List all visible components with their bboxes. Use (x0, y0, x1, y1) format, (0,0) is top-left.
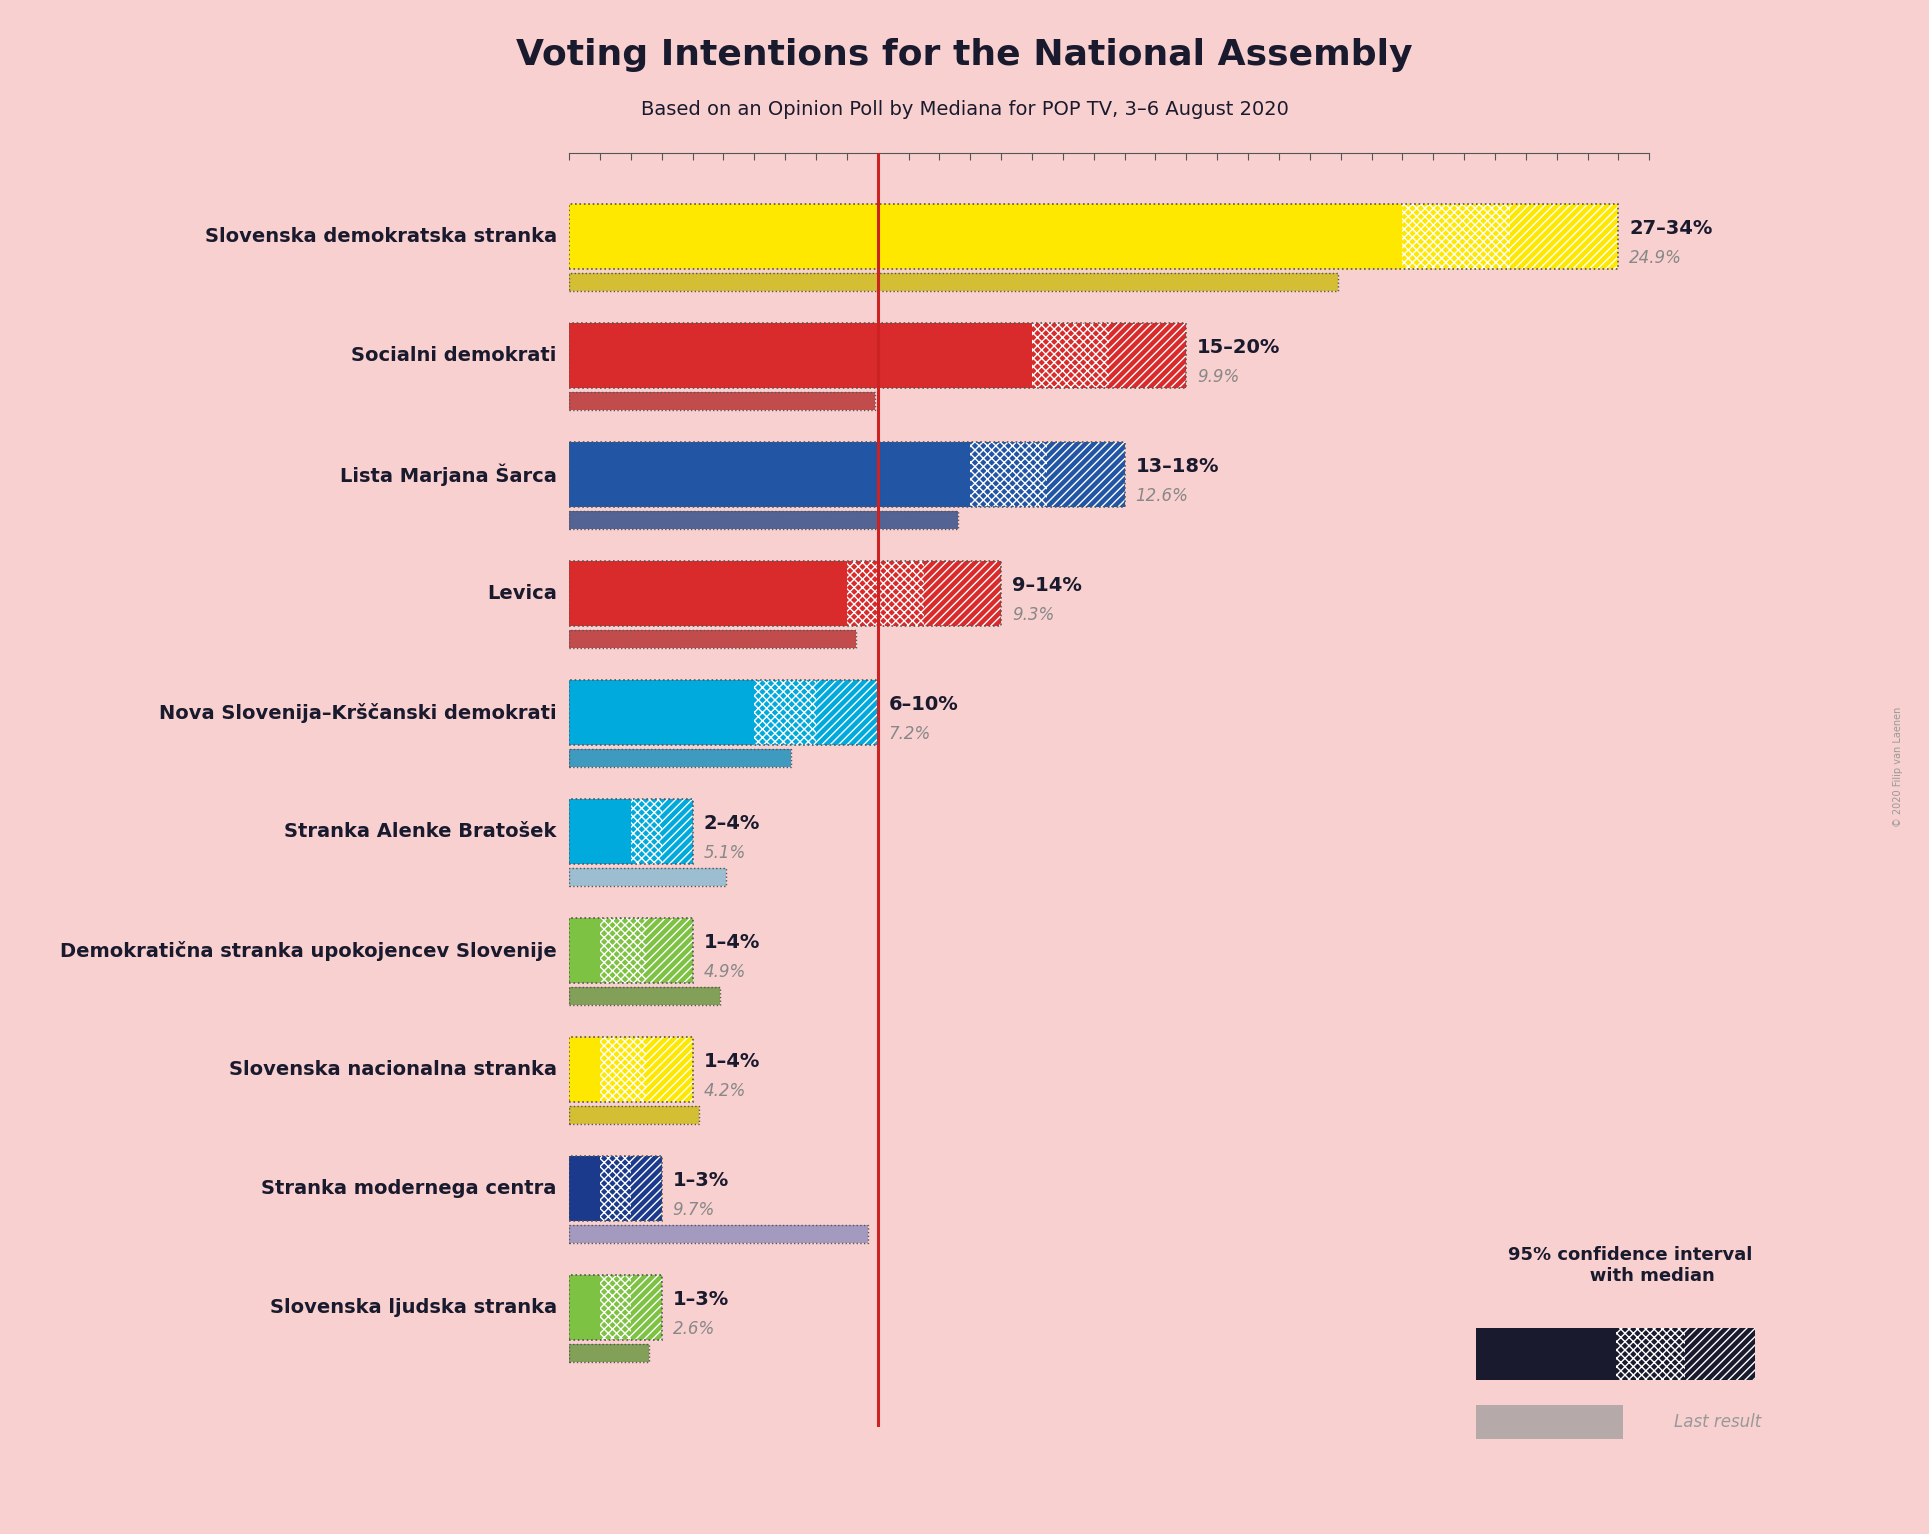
Bar (569, 1226, 868, 1243)
Bar (569, 273, 1337, 291)
Bar (847, 561, 924, 626)
Bar (569, 511, 959, 529)
Text: 24.9%: 24.9% (1630, 249, 1682, 267)
Text: Levica: Levica (486, 584, 557, 603)
Bar (631, 1275, 662, 1341)
Bar (569, 986, 720, 1005)
Bar (569, 561, 1001, 626)
Text: 1–4%: 1–4% (704, 1052, 760, 1071)
Bar (646, 1037, 693, 1103)
Text: Slovenska demokratska stranka: Slovenska demokratska stranka (204, 227, 557, 245)
Text: Slovenska nacionalna stranka: Slovenska nacionalna stranka (230, 1060, 557, 1078)
Text: 1–4%: 1–4% (704, 933, 760, 951)
Text: 4.2%: 4.2% (704, 1081, 747, 1100)
Text: 9–14%: 9–14% (1013, 575, 1082, 595)
Bar (600, 1157, 631, 1221)
Bar (662, 799, 693, 864)
Text: © 2020 Filip van Laenen: © 2020 Filip van Laenen (1892, 707, 1904, 827)
Bar (569, 561, 847, 626)
Bar (970, 442, 1047, 508)
Text: 2–4%: 2–4% (704, 815, 760, 833)
Text: 95% confidence interval
       with median: 95% confidence interval with median (1508, 1246, 1752, 1285)
Bar (569, 1226, 868, 1243)
Bar (924, 561, 1001, 626)
Bar (569, 630, 856, 647)
Bar (569, 868, 727, 885)
Text: 1–3%: 1–3% (673, 1170, 729, 1190)
Text: 9.7%: 9.7% (673, 1201, 716, 1220)
Bar (569, 680, 878, 746)
Text: 5.1%: 5.1% (704, 844, 747, 862)
Text: 7.2%: 7.2% (889, 726, 932, 742)
Bar (569, 204, 1402, 270)
Text: Demokratična stranka upokojencev Slovenije: Demokratična stranka upokojencev Sloveni… (60, 940, 557, 960)
Text: 2.6%: 2.6% (673, 1321, 716, 1338)
Bar (569, 749, 791, 767)
Bar (1402, 204, 1510, 270)
Text: 12.6%: 12.6% (1136, 488, 1188, 505)
Bar (631, 1157, 662, 1221)
Bar (569, 511, 959, 529)
Bar (569, 868, 727, 885)
Bar (569, 1344, 650, 1362)
Bar (1510, 204, 1618, 270)
Text: Voting Intentions for the National Assembly: Voting Intentions for the National Assem… (517, 38, 1412, 72)
Bar (569, 324, 1186, 388)
Bar (569, 986, 720, 1005)
Bar (816, 680, 878, 746)
Bar (569, 324, 1032, 388)
Bar (631, 799, 662, 864)
Bar (569, 1106, 698, 1124)
Bar (1476, 1405, 1624, 1439)
Bar (600, 1275, 631, 1341)
Text: Stranka Alenke Bratošek: Stranka Alenke Bratošek (284, 822, 557, 841)
Text: Slovenska ljudska stranka: Slovenska ljudska stranka (270, 1298, 557, 1318)
Text: Socialni demokrati: Socialni demokrati (351, 347, 557, 365)
Bar (569, 204, 1618, 270)
Bar (569, 917, 600, 983)
Bar (569, 1037, 693, 1103)
Text: Lista Marjana Šarca: Lista Marjana Šarca (340, 463, 557, 486)
Text: 9.3%: 9.3% (1013, 606, 1055, 624)
Text: 27–34%: 27–34% (1630, 219, 1713, 238)
Text: 15–20%: 15–20% (1198, 337, 1281, 357)
Bar (569, 1275, 662, 1341)
Bar (600, 1037, 646, 1103)
Bar (569, 799, 693, 864)
Bar (569, 393, 874, 410)
Bar (569, 799, 631, 864)
Text: 6–10%: 6–10% (889, 695, 959, 713)
Text: Nova Slovenija–Krščanski demokrati: Nova Slovenija–Krščanski demokrati (158, 703, 557, 723)
Bar (569, 680, 754, 746)
Bar (1615, 1328, 1686, 1379)
Bar (569, 917, 693, 983)
Text: Based on an Opinion Poll by Mediana for POP TV, 3–6 August 2020: Based on an Opinion Poll by Mediana for … (640, 100, 1289, 118)
Bar (1476, 1328, 1615, 1379)
Text: Stranka modernega centra: Stranka modernega centra (260, 1180, 557, 1198)
Bar (1032, 324, 1109, 388)
Bar (569, 630, 856, 647)
Bar (569, 442, 1125, 508)
Bar (569, 1106, 698, 1124)
Bar (569, 273, 1337, 291)
Text: 13–18%: 13–18% (1136, 457, 1219, 476)
Text: 1–3%: 1–3% (673, 1290, 729, 1309)
Bar (569, 1275, 600, 1341)
Text: 9.9%: 9.9% (1198, 368, 1240, 387)
Text: 4.9%: 4.9% (704, 963, 747, 982)
Bar (1109, 324, 1186, 388)
Bar (569, 1157, 600, 1221)
Bar (646, 917, 693, 983)
Bar (1047, 442, 1125, 508)
Bar (569, 749, 791, 767)
Bar (569, 1037, 600, 1103)
Bar (1686, 1328, 1755, 1379)
Bar (600, 917, 646, 983)
Bar (754, 680, 816, 746)
Text: Last result: Last result (1674, 1413, 1761, 1431)
Bar (569, 1157, 662, 1221)
Bar (569, 442, 970, 508)
Bar (569, 393, 874, 410)
Bar (569, 1344, 650, 1362)
